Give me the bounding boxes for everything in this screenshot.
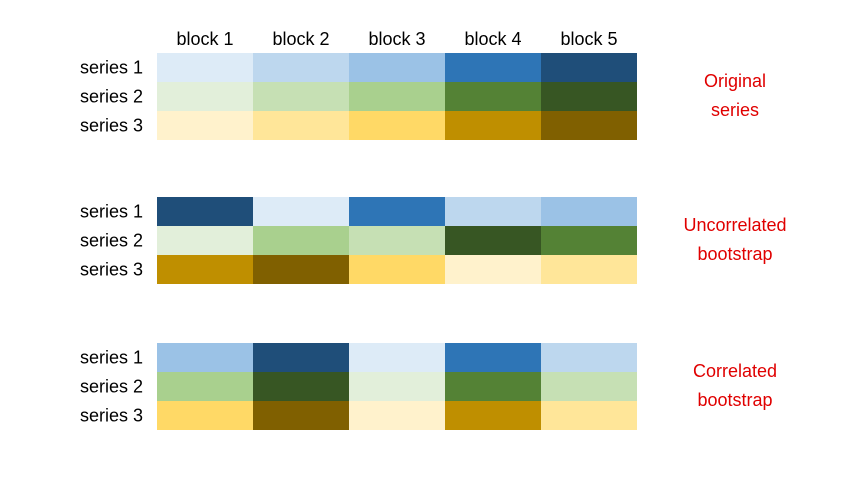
column-header: block 2 <box>272 29 329 49</box>
cell <box>253 226 349 255</box>
column-header: block 4 <box>464 29 521 49</box>
cell <box>541 82 637 111</box>
cell <box>253 372 349 401</box>
cell <box>445 226 541 255</box>
cell <box>445 401 541 430</box>
cell <box>253 343 349 372</box>
cell <box>541 343 637 372</box>
cell <box>349 255 445 284</box>
row-label: series 3 <box>80 259 143 279</box>
cell <box>349 226 445 255</box>
column-header: block 5 <box>560 29 617 49</box>
row-label: series 2 <box>80 86 143 106</box>
cell <box>253 401 349 430</box>
cell <box>349 343 445 372</box>
cell <box>157 53 253 82</box>
cell <box>157 226 253 255</box>
row-label: series 2 <box>80 230 143 250</box>
cell <box>541 226 637 255</box>
cell <box>157 343 253 372</box>
cell <box>541 197 637 226</box>
cell <box>445 255 541 284</box>
row-label: series 1 <box>80 201 143 221</box>
column-header: block 1 <box>176 29 233 49</box>
cell <box>349 372 445 401</box>
cell <box>349 197 445 226</box>
cell <box>445 343 541 372</box>
cell <box>157 255 253 284</box>
row-label: series 1 <box>80 57 143 77</box>
panel-label: series <box>711 100 759 120</box>
cell <box>157 372 253 401</box>
cell <box>445 82 541 111</box>
cell <box>541 401 637 430</box>
cell <box>349 82 445 111</box>
cell <box>541 372 637 401</box>
cell <box>253 255 349 284</box>
cell <box>541 111 637 140</box>
cell <box>445 53 541 82</box>
cell <box>157 111 253 140</box>
cell <box>349 53 445 82</box>
cell <box>445 111 541 140</box>
row-label: series 2 <box>80 376 143 396</box>
row-label: series 1 <box>80 347 143 367</box>
cell <box>541 53 637 82</box>
row-label: series 3 <box>80 115 143 135</box>
cell <box>253 197 349 226</box>
cell <box>349 111 445 140</box>
column-header: block 3 <box>368 29 425 49</box>
panel-label: bootstrap <box>697 244 772 264</box>
cell <box>157 82 253 111</box>
cell <box>157 401 253 430</box>
panel-label: Correlated <box>693 361 777 381</box>
cell <box>253 111 349 140</box>
cell <box>445 372 541 401</box>
cell <box>253 82 349 111</box>
panel-label: Original <box>704 71 766 91</box>
cell <box>253 53 349 82</box>
cell <box>349 401 445 430</box>
panel-label: bootstrap <box>697 390 772 410</box>
cell <box>445 197 541 226</box>
panel-label: Uncorrelated <box>683 215 786 235</box>
cell <box>541 255 637 284</box>
row-label: series 3 <box>80 405 143 425</box>
cell <box>157 197 253 226</box>
